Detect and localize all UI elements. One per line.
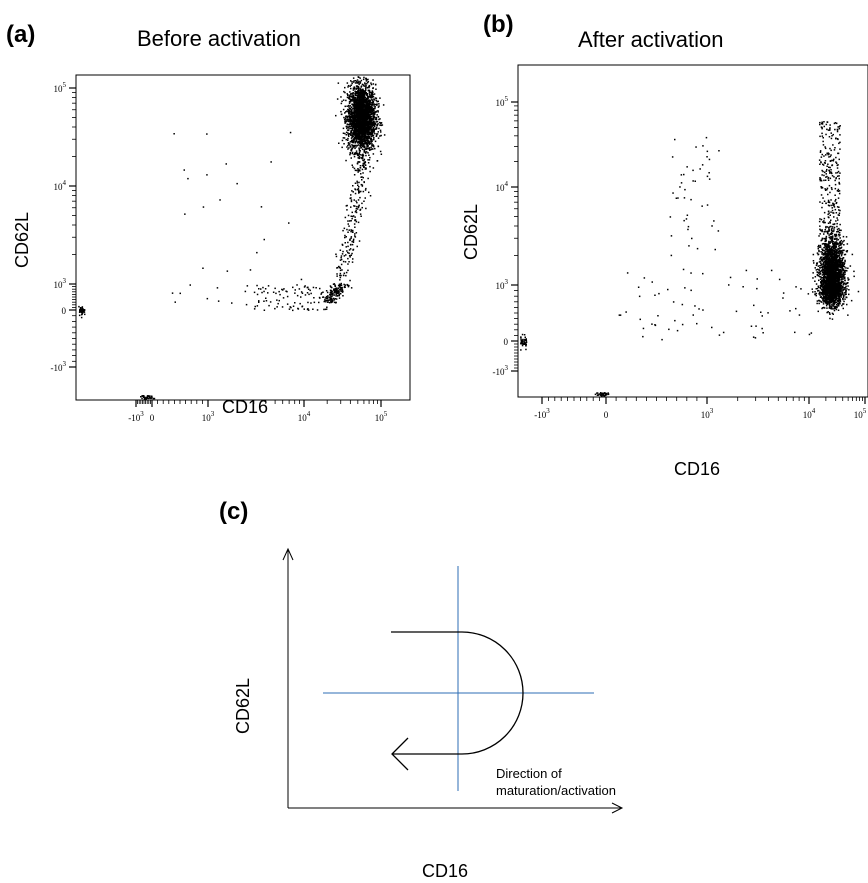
- diagram-annotation-line1: Direction of: [496, 766, 562, 781]
- y-minor-ticks-b: [514, 105, 518, 369]
- x-tick-label-a-1: 0: [150, 413, 155, 423]
- y-tick-label-b-1: 0: [504, 337, 509, 347]
- x-tick-label-a-2: 103: [202, 410, 215, 423]
- y-tick-label-a-1: 0: [62, 306, 67, 316]
- y-tick-label-a-2: 103: [54, 277, 67, 290]
- events-b: [520, 121, 860, 397]
- x-tick-label-b-0: -103: [534, 407, 550, 420]
- panel-b-letter: (b): [483, 11, 514, 38]
- panel-c-letter: (c): [219, 498, 248, 525]
- y-tick-label-b-3: 104: [496, 180, 509, 193]
- y-tick-label-a-0: -103: [51, 360, 67, 373]
- x-tick-label-b-2: 103: [701, 407, 714, 420]
- x-axis-title-b: CD16: [674, 459, 720, 479]
- y-axis-title-b: CD62L: [461, 204, 481, 260]
- x-minor-ticks-a: [137, 400, 378, 404]
- panel-a-letter: (a): [6, 21, 35, 48]
- maturation-path-curve: [391, 631, 524, 755]
- panel-a-title: Before activation: [137, 26, 301, 51]
- x-minor-ticks-b: [548, 397, 863, 401]
- diagram-x-arrowhead: [611, 802, 624, 814]
- y-minor-ticks-a: [72, 92, 76, 362]
- x-tick-label-a-3: 104: [298, 410, 311, 423]
- x-axis-title-a: CD16: [222, 397, 268, 417]
- events-a: [78, 76, 386, 400]
- diagram-x-label: CD16: [422, 861, 468, 881]
- y-tick-label-a-4: 105: [54, 81, 67, 94]
- diagram-annotation-line2: maturation/activation: [496, 783, 616, 798]
- y-tick-label-a-3: 104: [54, 179, 67, 192]
- panel-b-title: After activation: [578, 27, 724, 52]
- maturation-arrowhead-icon: [391, 737, 409, 771]
- x-tick-label-b-3: 104: [803, 407, 816, 420]
- diagram-y-label: CD62L: [233, 678, 253, 734]
- y-tick-label-b-2: 103: [496, 278, 509, 291]
- x-tick-label-a-0: -103: [128, 410, 144, 423]
- plot-frame-b: [517, 64, 868, 398]
- x-tick-label-b-1: 0: [604, 410, 609, 420]
- diagram-y-arrowhead: [282, 547, 294, 561]
- y-axis-title-a: CD62L: [12, 212, 32, 268]
- y-tick-label-b-0: -103: [493, 364, 509, 377]
- x-tick-label-b-4: 105: [854, 407, 867, 420]
- maturation-diagram: CD62L CD16 Direction of maturation/activ…: [233, 547, 624, 881]
- scatter-plot-a: -103 0 103 104 105 -103 0 103 104 105 CD16 CD62L: [12, 74, 411, 423]
- x-tick-label-a-4: 105: [375, 410, 388, 423]
- scatter-plot-b: -103 0 103 104 105 -103 0 103 104 105 CD16 CD62L: [461, 64, 868, 479]
- y-tick-label-b-4: 105: [496, 95, 509, 108]
